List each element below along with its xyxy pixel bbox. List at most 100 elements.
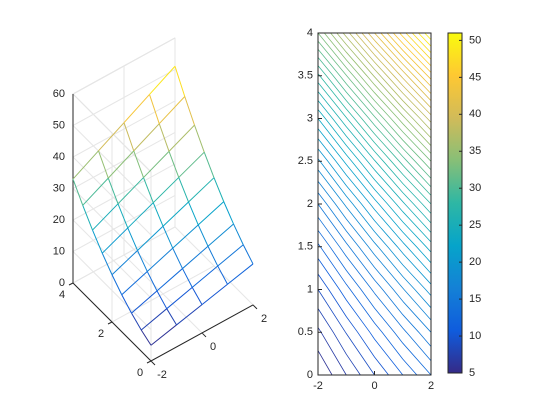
mesh-edge bbox=[98, 150, 109, 179]
contour-line bbox=[374, 32, 432, 94]
y-tick bbox=[107, 321, 113, 325]
colorbar-tick-label: 10 bbox=[469, 330, 481, 342]
mesh-edge bbox=[137, 250, 148, 272]
mesh-edge bbox=[188, 201, 199, 226]
contour-line bbox=[349, 32, 432, 123]
contour-line bbox=[317, 65, 432, 196]
colorbar bbox=[447, 32, 463, 374]
colorbar-tick-label: 40 bbox=[469, 108, 481, 120]
y-tick-label: 2 bbox=[307, 198, 313, 210]
mesh-edge bbox=[143, 177, 154, 203]
contour-line bbox=[317, 169, 432, 309]
contour-line bbox=[317, 138, 432, 274]
mesh-edge bbox=[172, 224, 199, 249]
mesh-edge bbox=[194, 124, 205, 153]
mesh-edge bbox=[242, 244, 254, 265]
contour-line bbox=[317, 100, 432, 233]
mesh-edge bbox=[207, 246, 219, 267]
grid-line bbox=[123, 65, 203, 334]
y-tick bbox=[68, 282, 74, 286]
mesh-edge bbox=[117, 177, 144, 205]
x-tick bbox=[252, 304, 258, 310]
x-tick bbox=[150, 360, 156, 366]
z-tick-label: 60 bbox=[53, 88, 65, 100]
x-tick-label: 2 bbox=[428, 380, 434, 392]
mesh-edge bbox=[182, 245, 209, 269]
z-tick-label: 30 bbox=[53, 182, 65, 194]
contour-line bbox=[317, 148, 432, 285]
contour-line bbox=[386, 32, 432, 80]
mesh-edge bbox=[149, 94, 160, 124]
y-tick-label: 2.5 bbox=[298, 155, 313, 167]
mesh-edge bbox=[223, 201, 234, 225]
mesh-edge bbox=[166, 286, 193, 310]
contour-line bbox=[342, 32, 432, 131]
mesh-edge bbox=[127, 202, 154, 229]
mesh-edge bbox=[72, 150, 99, 180]
mesh-edge bbox=[92, 203, 119, 231]
mesh-edge bbox=[168, 151, 180, 178]
colorbar-tick-label: 5 bbox=[469, 367, 475, 379]
mesh-edge bbox=[143, 150, 170, 178]
mesh-edge bbox=[174, 66, 186, 97]
mesh-edge bbox=[111, 250, 138, 276]
mesh-edge bbox=[166, 308, 177, 326]
contour-line bbox=[317, 230, 432, 376]
mesh-edge bbox=[107, 177, 119, 204]
contour-line bbox=[424, 32, 432, 40]
contour-line bbox=[330, 32, 432, 146]
mesh-edge bbox=[182, 268, 193, 288]
mesh-edge bbox=[213, 177, 225, 202]
y-tick-label: 0 bbox=[307, 369, 313, 381]
mesh-edge bbox=[137, 225, 164, 251]
contour-line bbox=[418, 32, 432, 47]
z-tick-label: 50 bbox=[53, 119, 65, 131]
colorbar-tick-label: 25 bbox=[469, 219, 481, 231]
colorbar-tick-label: 20 bbox=[469, 256, 481, 268]
x-tick-label: 2 bbox=[261, 313, 267, 325]
contour-line bbox=[361, 32, 432, 109]
contour-line bbox=[317, 128, 432, 264]
contour-line bbox=[317, 216, 432, 362]
mesh-edge bbox=[172, 247, 183, 269]
mesh-edge bbox=[150, 324, 177, 346]
contour-line bbox=[317, 91, 432, 224]
mesh-edge bbox=[82, 205, 93, 231]
y-tick-label: 0 bbox=[137, 367, 143, 379]
mesh-edge bbox=[188, 177, 215, 203]
mesh-edge bbox=[121, 271, 148, 296]
mesh-edge bbox=[123, 122, 135, 152]
mesh-edge bbox=[201, 283, 228, 305]
y-tick-label: 4 bbox=[59, 289, 65, 301]
contour-line bbox=[317, 243, 418, 376]
mesh-edge bbox=[156, 268, 183, 292]
contour-line bbox=[393, 32, 432, 73]
mesh-edge bbox=[131, 312, 142, 331]
mesh-edge bbox=[127, 227, 138, 251]
mesh-edge bbox=[156, 290, 168, 309]
mesh-edge bbox=[140, 308, 168, 331]
colorbar-tick-label: 30 bbox=[469, 182, 481, 194]
colorbar-tick-label: 45 bbox=[469, 71, 481, 83]
contour-line bbox=[317, 158, 432, 296]
contour-line bbox=[355, 32, 432, 116]
x-tick-label: -2 bbox=[157, 369, 167, 381]
mesh-edge bbox=[72, 178, 84, 206]
mesh-edge bbox=[146, 247, 174, 272]
mesh-edge bbox=[140, 329, 152, 346]
contour-line bbox=[323, 32, 432, 154]
mesh-edge bbox=[162, 201, 189, 227]
y-tick-label: 2 bbox=[98, 328, 104, 340]
contour-line bbox=[317, 258, 404, 376]
colorbar-tick-label: 35 bbox=[469, 145, 481, 157]
mesh-edge bbox=[233, 223, 244, 245]
contour-line bbox=[317, 308, 361, 376]
mesh-edge bbox=[133, 150, 144, 178]
contour-line bbox=[317, 289, 375, 376]
z-tick-label: 20 bbox=[53, 214, 65, 226]
mesh-edge bbox=[197, 201, 225, 226]
mesh-edge bbox=[176, 304, 203, 326]
colorbar-tick-label: 15 bbox=[469, 293, 481, 305]
